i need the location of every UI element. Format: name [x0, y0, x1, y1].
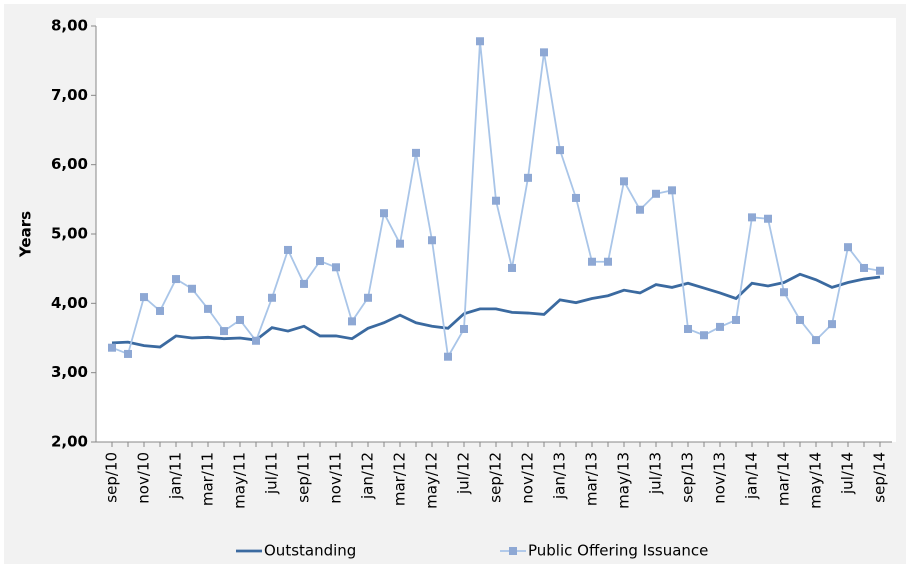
point-marker — [540, 48, 548, 57]
point-marker — [380, 209, 388, 218]
point-marker — [476, 37, 484, 46]
x-tick-label: may/14 — [807, 452, 825, 509]
point-marker — [748, 213, 756, 222]
x-tick-label: jul/11 — [263, 452, 281, 495]
point-marker — [316, 257, 324, 266]
y-tick-label: 3,00 — [51, 363, 88, 381]
point-marker — [140, 293, 148, 302]
x-tick-label: jan/14 — [743, 452, 761, 500]
point-marker — [668, 186, 676, 195]
x-tick-label: jan/12 — [359, 452, 377, 500]
point-marker — [556, 146, 564, 155]
point-marker — [524, 173, 532, 182]
x-tick-label: may/12 — [423, 452, 441, 509]
y-tick-label: 2,00 — [51, 433, 88, 451]
x-tick-label: mar/13 — [583, 452, 601, 506]
point-marker — [764, 214, 772, 223]
point-marker — [828, 320, 836, 329]
legend-label: Public Offering Issuance — [528, 542, 708, 560]
x-tick-label: jan/13 — [551, 452, 569, 500]
series-line — [111, 272, 881, 349]
point-marker — [428, 236, 436, 245]
point-marker — [332, 263, 340, 272]
x-tick-label: sep/11 — [295, 452, 313, 503]
x-tick-label: jul/12 — [455, 452, 473, 495]
x-tick-label: nov/12 — [519, 452, 537, 504]
y-tick-label: 8,00 — [51, 17, 88, 35]
point-marker — [220, 327, 228, 336]
point-marker — [364, 293, 372, 302]
point-marker — [796, 315, 804, 324]
x-tick-label: mar/11 — [199, 452, 217, 506]
point-marker — [716, 322, 724, 331]
point-marker — [156, 306, 164, 315]
point-marker — [268, 293, 276, 302]
point-marker — [300, 279, 308, 288]
x-tick-label: nov/10 — [135, 452, 153, 504]
x-tick-label: sep/13 — [679, 452, 697, 503]
point-marker — [700, 331, 708, 340]
point-marker — [236, 315, 244, 324]
point-marker — [652, 189, 660, 198]
x-tick-label: may/11 — [231, 452, 249, 509]
point-marker — [620, 177, 628, 186]
point-marker — [444, 352, 452, 361]
point-marker — [204, 304, 212, 313]
x-tick-label: jul/13 — [647, 452, 665, 495]
x-tick-label: sep/14 — [871, 452, 889, 503]
point-marker — [812, 336, 820, 345]
y-tick-label: 6,00 — [51, 155, 88, 173]
plot-area — [96, 18, 896, 442]
y-axis-label: Years — [17, 211, 35, 258]
point-marker — [636, 205, 644, 214]
x-tick-label: sep/10 — [103, 452, 121, 503]
point-marker — [396, 239, 404, 248]
point-marker — [284, 245, 292, 254]
point-marker — [876, 266, 884, 275]
point-marker — [188, 284, 196, 293]
x-tick-label: mar/14 — [775, 452, 793, 506]
point-marker — [572, 193, 580, 202]
point-marker — [604, 257, 612, 266]
x-tick-label: sep/12 — [487, 452, 505, 503]
point-marker — [684, 324, 692, 333]
legend-marker — [509, 547, 517, 555]
y-tick-label: 5,00 — [51, 225, 88, 243]
y-tick-label: 7,00 — [51, 86, 88, 104]
x-tick-label: jul/14 — [839, 452, 857, 495]
x-tick-label: mar/12 — [391, 452, 409, 506]
point-marker — [412, 148, 420, 157]
point-marker — [108, 343, 116, 352]
x-tick-label: jan/11 — [167, 452, 185, 500]
point-marker — [124, 349, 132, 358]
x-tick-label: nov/11 — [327, 452, 345, 504]
point-marker — [460, 324, 468, 333]
y-tick-label: 4,00 — [51, 294, 88, 312]
point-marker — [844, 243, 852, 252]
legend-label: Outstanding — [264, 542, 356, 560]
point-marker — [508, 263, 516, 272]
point-marker — [732, 315, 740, 324]
x-tick-label: nov/13 — [711, 452, 729, 504]
point-marker — [252, 336, 260, 345]
x-tick-label: may/13 — [615, 452, 633, 509]
point-marker — [348, 317, 356, 326]
point-marker — [860, 263, 868, 272]
point-marker — [588, 257, 596, 266]
point-marker — [172, 275, 180, 284]
point-marker — [780, 288, 788, 297]
point-marker — [492, 196, 500, 205]
